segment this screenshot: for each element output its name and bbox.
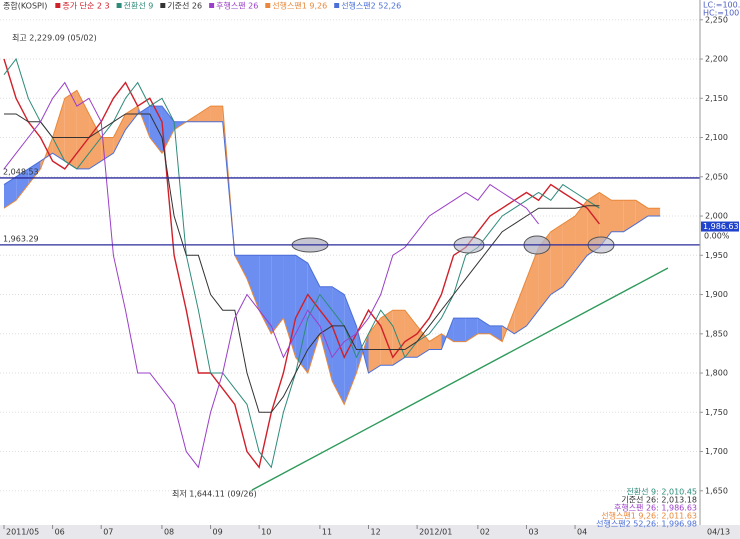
last-price-label: 1,986.63 [703,222,739,231]
y-tick-label: 2,150 [705,94,728,103]
legend-swatch [160,3,166,8]
x-tick-label: 02 [480,528,490,537]
cloud-segment [490,325,503,342]
y-tick-label: 1,850 [705,329,728,338]
y-tick-label: 1,950 [705,251,728,260]
cloud-segment [647,208,661,217]
legend-label: 후행스팬 26 [216,1,258,11]
cloud-segment [16,168,29,201]
y-tick-label: 1,900 [705,290,728,299]
x-end-label: 04/13 [707,528,730,537]
cloud-segment [344,294,357,405]
cloud-segment [550,223,563,295]
low-annotation: 최저 1,644.11 (09/26) [172,489,257,499]
cloud-segment [599,192,612,248]
series-line [3,57,600,469]
summary-label: 선행스팬2 52,26: 1,996.98 [596,519,697,529]
x-tick-label: 04 [577,528,587,537]
cloud-segment [4,176,17,209]
cloud-segment [28,161,41,185]
summary-label: 전환선 9: 2,010.45 [626,487,697,497]
cloud-segment [611,200,624,232]
y-tick-label: 2,050 [705,172,728,181]
y-tick-label: 2,000 [705,212,728,221]
cloud-segment [477,318,490,334]
series-line [3,58,600,469]
legend-title: 종합(KOSPI) [3,2,47,11]
x-tick-label: 03 [528,528,538,537]
trend-line [251,267,669,491]
cloud-segment [295,255,308,374]
reference-label: 1,963.29 [3,234,39,243]
legend-label: 기준선 26 [167,2,202,11]
x-tick-label: 08 [164,528,174,537]
y-tick-label: 2,250 [705,15,728,24]
cloud-segment [526,247,539,326]
cloud-segment [623,200,636,232]
cloud-segment [89,113,102,169]
summary-label: 후행스팬 26: 1,986.63 [614,503,697,513]
cloud-segment [562,216,576,287]
x-tick-label: 11 [322,528,332,537]
cloud-segment [368,318,381,374]
cloud-segment [332,286,345,405]
legend-swatch [116,3,122,8]
cloud-segment [514,278,527,334]
legend-swatch [265,3,271,8]
y-tick-label: 1,750 [705,408,728,417]
cloud-segment [247,255,260,311]
legend-label: 전환선 9 [124,1,154,11]
legend-label: 선행스팬1 9,26 [272,1,327,11]
x-tick-label: 2012/01 [419,528,452,537]
cloud-segment [52,98,65,162]
y-tick-label: 1,700 [705,447,728,456]
cloud-segment [161,106,175,154]
cloud-segment [210,106,223,122]
legend-swatch [209,3,215,8]
y-tick-label: 2,200 [705,55,728,64]
cloud-segment [392,310,405,366]
cloud-segment [198,106,211,122]
summary-label: 기준선 26: 2,013.18 [621,496,697,505]
cloud-segment [575,200,588,271]
scale-label: HC:=100.00 [703,9,740,18]
x-tick-label: 06 [55,528,65,537]
cloud-segment [453,318,466,342]
x-tick-label: 07 [103,528,113,537]
high-annotation: 최고 2,229.09 (05/02) [12,33,97,43]
change-label: 0.00% [704,232,730,241]
y-tick-label: 1,800 [705,369,728,378]
legend-label: 종가 단순 2 3 [62,1,109,11]
y-tick-label: 2,100 [705,133,728,142]
scale-label: LC:=100.00 [703,1,740,10]
reference-label: 2,048.53 [3,167,39,176]
cloud-segment [380,310,393,366]
series-line [3,89,661,406]
legend-swatch [55,3,61,8]
cloud-segment [64,90,77,169]
series-line [4,113,600,413]
summary-label: 선행스팬1 9,26: 2,011.63 [601,511,697,521]
x-tick-label: 10 [261,528,271,537]
cloud-segment [319,286,333,381]
x-tick-label: 12 [371,528,381,537]
legend-swatch [334,3,340,8]
y-tick-label: 1,650 [705,486,728,495]
cloud-segment [429,333,442,350]
series-line [3,105,661,374]
x-axis-strip [0,525,740,539]
cloud-segment [271,255,284,334]
cloud-segment [149,106,162,154]
x-tick-label: 2011/05 [6,528,39,537]
series-line [3,81,539,469]
cloud-segment [113,113,126,154]
x-tick-label: 09 [213,528,223,537]
legend-label: 선행스팬2 52,26 [341,1,401,11]
last-price-tag [701,221,739,232]
cloud-segment [417,325,430,358]
